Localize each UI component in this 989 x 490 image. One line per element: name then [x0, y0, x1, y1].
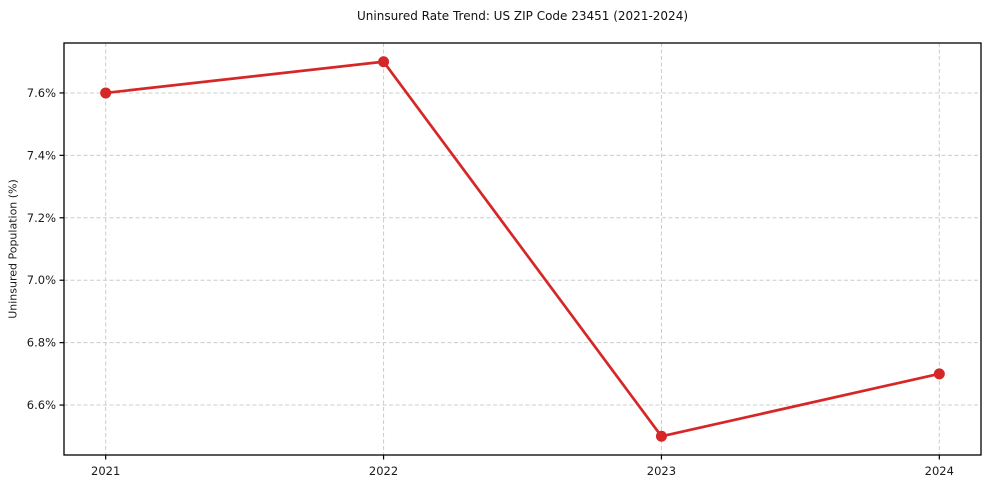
- x-tick-label: 2023: [647, 464, 676, 478]
- x-tick-label: 2021: [91, 464, 120, 478]
- data-point: [933, 368, 945, 380]
- data-point: [100, 87, 112, 99]
- y-tick-label: 7.0%: [27, 273, 56, 287]
- x-tick-label: 2022: [369, 464, 398, 478]
- data-point: [378, 56, 390, 68]
- y-tick-label: 7.2%: [27, 211, 56, 225]
- y-tick-label: 7.4%: [27, 148, 56, 162]
- chart-title: Uninsured Rate Trend: US ZIP Code 23451 …: [356, 9, 689, 23]
- data-point: [655, 430, 667, 442]
- data-line: [104, 60, 941, 438]
- y-tick-label: 6.6%: [27, 398, 56, 412]
- x-tick-label: 2024: [925, 464, 954, 478]
- plot-frame: [63, 42, 982, 456]
- y-tick-label: 6.8%: [27, 336, 56, 350]
- y-tick-label: 7.6%: [27, 86, 56, 100]
